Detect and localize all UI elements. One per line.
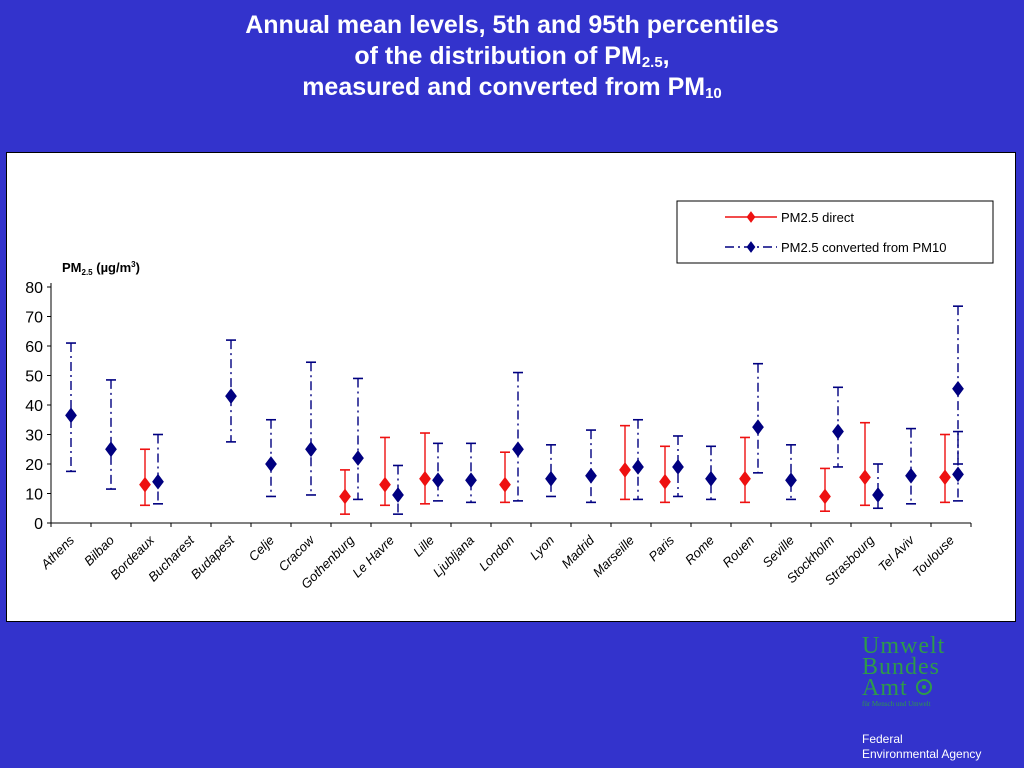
umweltbundesamt-logo: Umwelt Bundes Amt für Mensch und Umwelt: [862, 633, 972, 709]
title-line-2: of the distribution of PM2.5,: [0, 41, 1024, 72]
mean-point: [872, 487, 884, 503]
x-tick-label: Athens: [37, 532, 77, 572]
x-tick-label: Celje: [246, 533, 278, 565]
agency-name: Federal Environmental Agency: [862, 732, 981, 762]
logo-line-2: Bundes: [862, 654, 940, 680]
logo-tagline: für Mensch und Umwelt: [862, 700, 931, 708]
y-label-unit: (µg/m: [93, 260, 132, 275]
x-tick-label: Madrid: [558, 532, 597, 571]
mean-point: [905, 467, 917, 484]
mean-point: [225, 388, 237, 404]
y-tick-label: 70: [25, 310, 43, 327]
title-line-2-subscript: 2.5: [641, 54, 663, 71]
mean-point: [379, 476, 391, 493]
mean-point: [619, 462, 631, 478]
chart-legend: PM2.5 direct PM2.5 converted from PM10: [676, 200, 994, 264]
mean-point: [152, 473, 164, 490]
x-tick-label: Paris: [646, 532, 678, 564]
x-tick-label: Ljubljana: [430, 533, 477, 580]
y-tick-label: 20: [25, 457, 43, 474]
y-label-close: ): [136, 260, 140, 275]
x-tick-label: Bilbao: [81, 533, 117, 569]
mean-point: [859, 469, 871, 486]
mean-point: [352, 450, 364, 466]
x-tick-label: Toulouse: [910, 533, 958, 581]
title-line-2-suffix: ,: [662, 42, 670, 70]
mean-point: [785, 472, 797, 489]
mean-point: [832, 423, 844, 440]
mean-point: [305, 441, 317, 458]
mean-point: [672, 459, 684, 475]
title-line-3: measured and converted from PM10: [0, 72, 1024, 103]
mean-point: [499, 476, 511, 493]
mean-point: [819, 488, 831, 505]
legend-entry-label: PM2.5 direct: [781, 210, 854, 225]
mean-point: [585, 467, 597, 484]
mean-point: [939, 469, 951, 486]
x-tick-label: Lyon: [527, 533, 557, 563]
mean-point: [739, 470, 751, 487]
x-tick-label: Budapest: [188, 532, 238, 582]
mean-point: [392, 487, 404, 503]
logo-line-3-row: Amt: [862, 675, 972, 701]
title-line-2-text: of the distribution of PM: [354, 42, 642, 70]
y-axis-label: PM2.5 (µg/m3): [62, 260, 140, 277]
mean-point: [659, 473, 671, 490]
mean-point: [419, 470, 431, 487]
mean-point: [705, 470, 717, 487]
mean-point: [952, 380, 964, 397]
logo-line-3: Amt: [862, 675, 908, 701]
chart-marks: [65, 305, 964, 515]
mean-point: [432, 472, 444, 489]
slide-title: Annual mean levels, 5th and 95th percent…: [0, 10, 1024, 103]
x-tick-label: Le Havre: [349, 533, 397, 581]
y-tick-label: 80: [25, 280, 43, 297]
chart-frame: 0 10 20 30 40 50 60 70 80 Athens Bilbao Bordeaux Buc…: [6, 152, 1016, 622]
mean-point: [752, 419, 764, 435]
y-label-superscript: 3: [131, 260, 136, 269]
x-tick-label: London: [476, 533, 517, 574]
x-tick-label: Rome: [682, 533, 717, 568]
svg-text:PM2.5 (µg/m3): PM2.5 (µg/m3): [62, 260, 140, 277]
title-line-1: Annual mean levels, 5th and 95th percent…: [245, 11, 779, 39]
y-label-main: PM: [62, 260, 82, 275]
globe-emblem-icon: [915, 679, 932, 696]
mean-point: [65, 407, 77, 424]
legend-marker: [746, 241, 756, 253]
y-label-subscript: 2.5: [82, 268, 94, 277]
legend-entry-label: PM2.5 converted from PM10: [781, 240, 946, 255]
mean-point: [105, 441, 117, 458]
agency-line-1: Federal: [862, 732, 903, 746]
legend-marker: [746, 211, 756, 223]
mean-point: [339, 488, 351, 505]
title-line-3-text: measured and converted from PM: [302, 73, 706, 101]
y-tick-label: 60: [25, 339, 43, 356]
agency-line-2: Environmental Agency: [862, 747, 982, 761]
x-tick-label: Rouen: [719, 533, 757, 571]
y-tick-label: 10: [25, 487, 43, 504]
mean-point: [139, 476, 151, 493]
mean-point: [465, 472, 477, 489]
y-tick-label: 0: [34, 516, 43, 533]
logo-line-1: Umwelt: [862, 633, 946, 659]
x-tick-label: Seville: [759, 533, 797, 571]
x-tick-label: Lille: [410, 533, 437, 560]
x-tick-label: Marseille: [590, 533, 637, 580]
legend-box: [676, 200, 994, 264]
mean-point: [632, 459, 644, 475]
y-tick-label: 50: [25, 369, 43, 386]
mean-point: [512, 441, 524, 458]
mean-point: [265, 456, 277, 472]
y-tick-label: 40: [25, 398, 43, 415]
mean-point: [545, 470, 557, 487]
y-tick-label: 30: [25, 428, 43, 445]
title-line-3-subscript: 10: [705, 85, 722, 102]
mean-point: [952, 466, 964, 483]
